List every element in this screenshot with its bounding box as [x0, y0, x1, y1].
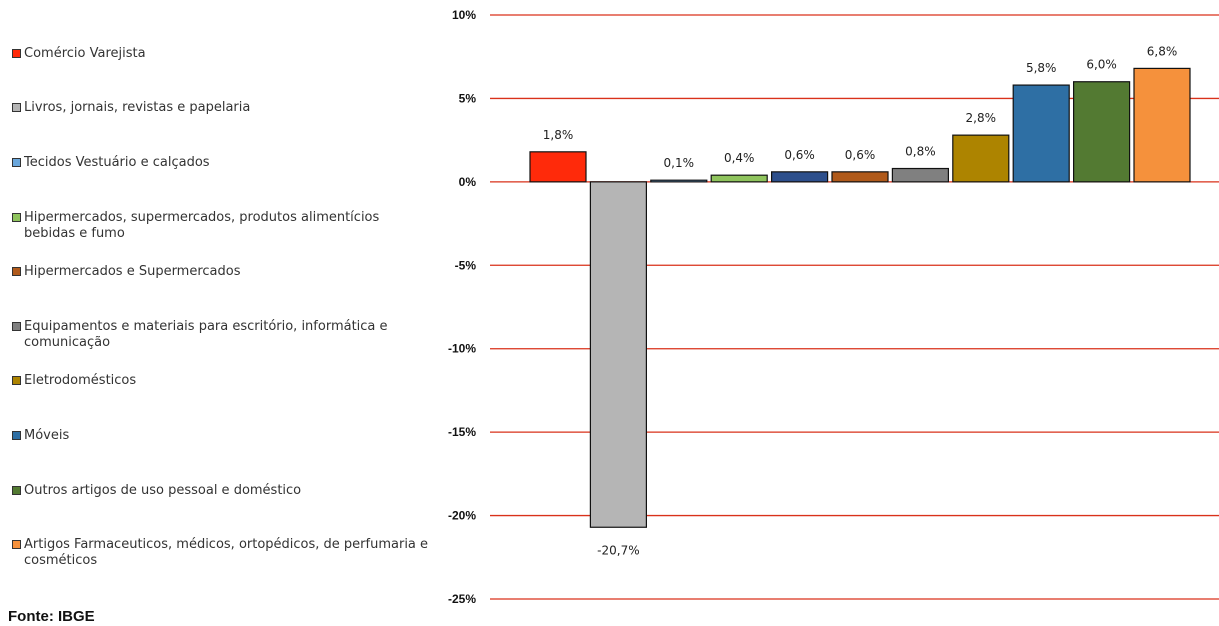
- legend-item: Hipermercados, supermercados, produtos a…: [12, 210, 432, 242]
- data-label: 0,4%: [724, 151, 755, 165]
- legend-item: Equipamentos e materiais para escritório…: [12, 319, 432, 351]
- legend-swatch: [12, 376, 21, 385]
- legend-swatch: [12, 267, 21, 276]
- legend-item: Eletrodomésticos: [12, 373, 432, 389]
- legend-item: Outros artigos de uso pessoal e doméstic…: [12, 483, 432, 499]
- y-tick-label: -10%: [448, 342, 476, 356]
- legend-item: Livros, jornais, revistas e papelaria: [12, 100, 432, 116]
- legend-label: Outros artigos de uso pessoal e doméstic…: [24, 483, 302, 498]
- y-tick-label: 10%: [452, 8, 476, 22]
- legend-label: Livros, jornais, revistas e papelaria: [24, 100, 251, 115]
- bar: [650, 179, 708, 183]
- legend-item: Comércio Varejista: [12, 46, 432, 62]
- legend-label: Hipermercados, supermercados, produtos a…: [24, 210, 380, 241]
- bar: [952, 134, 1010, 183]
- data-label: 1,8%: [543, 128, 574, 142]
- bar: [831, 171, 889, 183]
- y-tick-label: 5%: [459, 91, 477, 105]
- legend-swatch: [12, 431, 21, 440]
- legend-swatch: [12, 322, 21, 331]
- legend-label: Equipamentos e materiais para escritório…: [24, 319, 388, 350]
- bar: [891, 167, 950, 183]
- data-label: 0,6%: [784, 148, 815, 162]
- data-label: 5,8%: [1026, 61, 1057, 75]
- legend-item: Móveis: [12, 428, 432, 444]
- bar: [589, 181, 648, 528]
- source-note: Fonte: IBGE: [8, 608, 95, 625]
- legend-swatch: [12, 540, 21, 549]
- data-label: 2,8%: [966, 111, 997, 125]
- bar: [1012, 84, 1070, 183]
- bar: [710, 174, 768, 183]
- chart-legend: Comércio Varejista Livros, jornais, revis…: [12, 0, 432, 600]
- y-tick-label: -5%: [455, 258, 477, 272]
- bar: [1072, 81, 1131, 183]
- legend-swatch: [12, 103, 21, 112]
- legend-swatch: [12, 213, 21, 222]
- data-label: 6,8%: [1147, 44, 1178, 58]
- data-label: 0,1%: [664, 156, 695, 170]
- legend-item: Artigos Farmaceuticos, médicos, ortopédi…: [12, 537, 432, 569]
- legend-label: Eletrodomésticos: [24, 373, 137, 388]
- y-tick-label: -15%: [448, 425, 476, 439]
- legend-label: Artigos Farmaceuticos, médicos, ortopédi…: [24, 537, 429, 568]
- data-label: 0,8%: [905, 145, 936, 159]
- legend-swatch: [12, 486, 21, 495]
- bar: [529, 151, 587, 183]
- legend-swatch: [12, 49, 21, 58]
- legend-item: Tecidos Vestuário e calçados: [12, 155, 432, 171]
- legend-item: Hipermercados e Supermercados: [12, 264, 432, 280]
- legend-label: Tecidos Vestuário e calçados: [24, 155, 210, 170]
- data-label: 0,6%: [845, 148, 876, 162]
- y-tick-label: -20%: [448, 509, 476, 523]
- bar: [1133, 67, 1191, 183]
- legend-swatch: [12, 158, 21, 167]
- y-tick-label: 0%: [459, 175, 477, 189]
- y-tick-label: -25%: [448, 592, 476, 606]
- legend-label: Hipermercados e Supermercados: [24, 264, 241, 279]
- data-label: 6,0%: [1086, 58, 1117, 72]
- legend-label: Móveis: [24, 428, 70, 443]
- bar: [770, 171, 829, 183]
- data-label: -20,7%: [597, 543, 639, 557]
- legend-label: Comércio Varejista: [24, 46, 146, 61]
